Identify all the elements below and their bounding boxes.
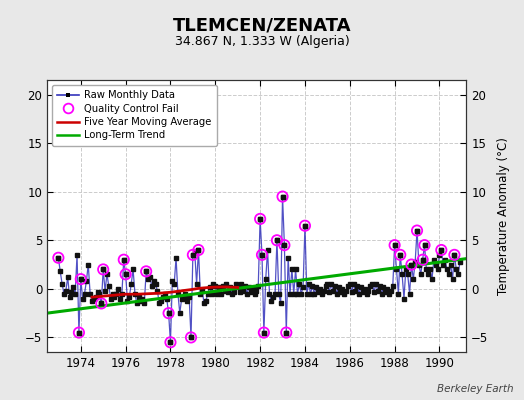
Point <box>194 247 203 253</box>
Point <box>282 329 290 336</box>
Point <box>166 339 174 346</box>
Text: 34.867 N, 1.333 W (Algeria): 34.867 N, 1.333 W (Algeria) <box>174 36 350 48</box>
Point <box>258 252 266 258</box>
Point <box>77 276 85 282</box>
Point <box>390 242 399 248</box>
Point <box>419 256 427 263</box>
Point <box>99 266 107 273</box>
Point <box>75 329 83 336</box>
Point <box>122 271 130 278</box>
Point <box>260 329 268 336</box>
Point <box>256 216 264 222</box>
Point <box>413 227 421 234</box>
Y-axis label: Temperature Anomaly (°C): Temperature Anomaly (°C) <box>497 137 510 295</box>
Legend: Raw Monthly Data, Quality Control Fail, Five Year Moving Average, Long-Term Tren: Raw Monthly Data, Quality Control Fail, … <box>52 85 216 146</box>
Point <box>97 300 105 307</box>
Point <box>450 252 458 258</box>
Point <box>437 247 445 253</box>
Text: TLEMCEN/ZENATA: TLEMCEN/ZENATA <box>173 17 351 35</box>
Point <box>301 222 309 229</box>
Point <box>278 193 287 200</box>
Point <box>407 261 416 268</box>
Point <box>280 242 289 248</box>
Point <box>420 242 429 248</box>
Point <box>187 334 195 341</box>
Point <box>142 268 150 274</box>
Point <box>273 237 281 244</box>
Point <box>165 310 173 316</box>
Point <box>396 252 405 258</box>
Point <box>119 256 128 263</box>
Text: Berkeley Earth: Berkeley Earth <box>437 384 514 394</box>
Point <box>189 252 197 258</box>
Point <box>54 254 62 261</box>
